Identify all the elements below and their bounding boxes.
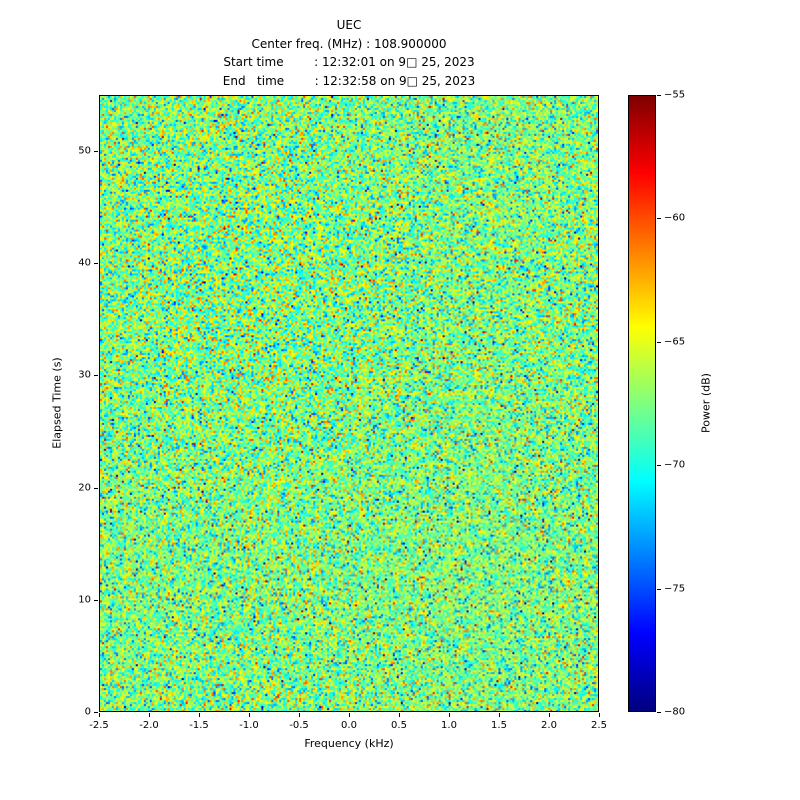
y-tick-label: 50 — [78, 145, 91, 157]
x-tick-mark — [449, 713, 450, 717]
x-tick-mark — [249, 713, 250, 717]
colorbar-tick-label: −80 — [664, 706, 686, 718]
x-tick-label: -2.5 — [89, 720, 109, 731]
colorbar-tick-mark — [657, 465, 661, 467]
y-tick-mark — [94, 712, 98, 713]
start-time-line: Start time : 12:32:01 on 9□ 25, 2023 — [223, 55, 475, 69]
colorbar-tick-mark — [657, 218, 661, 220]
y-tick-label: 30 — [78, 369, 91, 381]
x-tick-mark — [399, 713, 400, 717]
plot-area — [99, 95, 599, 712]
end-time-line: End time : 12:32:58 on 9□ 25, 2023 — [222, 73, 476, 88]
x-axis-label: Frequency (kHz) — [304, 737, 394, 750]
center-freq-line: Center freq. (MHz) : 108.900000 — [251, 36, 447, 51]
colorbar-tick-mark — [657, 341, 661, 343]
colorbar-tick-mark — [657, 712, 661, 713]
x-tick-mark — [299, 713, 300, 717]
x-tick-mark — [149, 713, 150, 717]
y-tick-mark — [94, 151, 98, 153]
colorbar-tick-label: −65 — [664, 336, 686, 348]
x-tick-label: 1.5 — [491, 720, 507, 731]
y-tick-label: 40 — [78, 257, 91, 269]
x-tick-label: -1.0 — [239, 720, 259, 731]
colorbar-tick-label: −75 — [664, 583, 686, 595]
colorbar-gradient — [629, 96, 655, 711]
colorbar-tick-mark — [657, 95, 661, 96]
colorbar-tick-label: −55 — [664, 89, 686, 101]
spectrogram-heatmap — [100, 96, 598, 711]
x-tick-mark — [99, 713, 100, 717]
x-tick-mark — [199, 713, 200, 717]
colorbar-tick-label: −60 — [664, 212, 686, 224]
x-tick-label: 2.0 — [541, 720, 557, 731]
x-tick-label: 1.0 — [441, 720, 457, 731]
colorbar-label: Power (dB) — [699, 373, 713, 433]
y-tick-label: 20 — [78, 482, 91, 494]
y-tick-label: 10 — [78, 594, 91, 606]
x-tick-mark — [549, 713, 550, 717]
x-tick-mark — [499, 713, 500, 717]
colorbar-tick-label: −70 — [664, 459, 686, 471]
x-tick-mark — [349, 713, 350, 717]
x-tick-label: -2.0 — [139, 720, 159, 731]
x-tick-label: 0.5 — [391, 720, 407, 731]
x-tick-label: -1.5 — [189, 720, 209, 731]
y-tick-mark — [94, 263, 98, 265]
x-tick-label: 0.0 — [341, 720, 357, 731]
y-axis-label: Elapsed Time (s) — [50, 357, 64, 449]
y-tick-label: 0 — [84, 706, 91, 718]
plot-title: UEC — [336, 18, 362, 32]
y-tick-mark — [94, 599, 98, 601]
y-tick-mark — [94, 375, 98, 377]
colorbar-tick-mark — [657, 588, 661, 590]
x-tick-label: -0.5 — [289, 720, 309, 731]
x-tick-label: 2.5 — [591, 720, 607, 731]
figure-header: UEC Center freq. (MHz) : 108.900000 Star… — [99, 16, 599, 90]
y-tick-mark — [94, 487, 98, 489]
x-tick-mark — [599, 713, 600, 717]
colorbar — [628, 95, 656, 712]
